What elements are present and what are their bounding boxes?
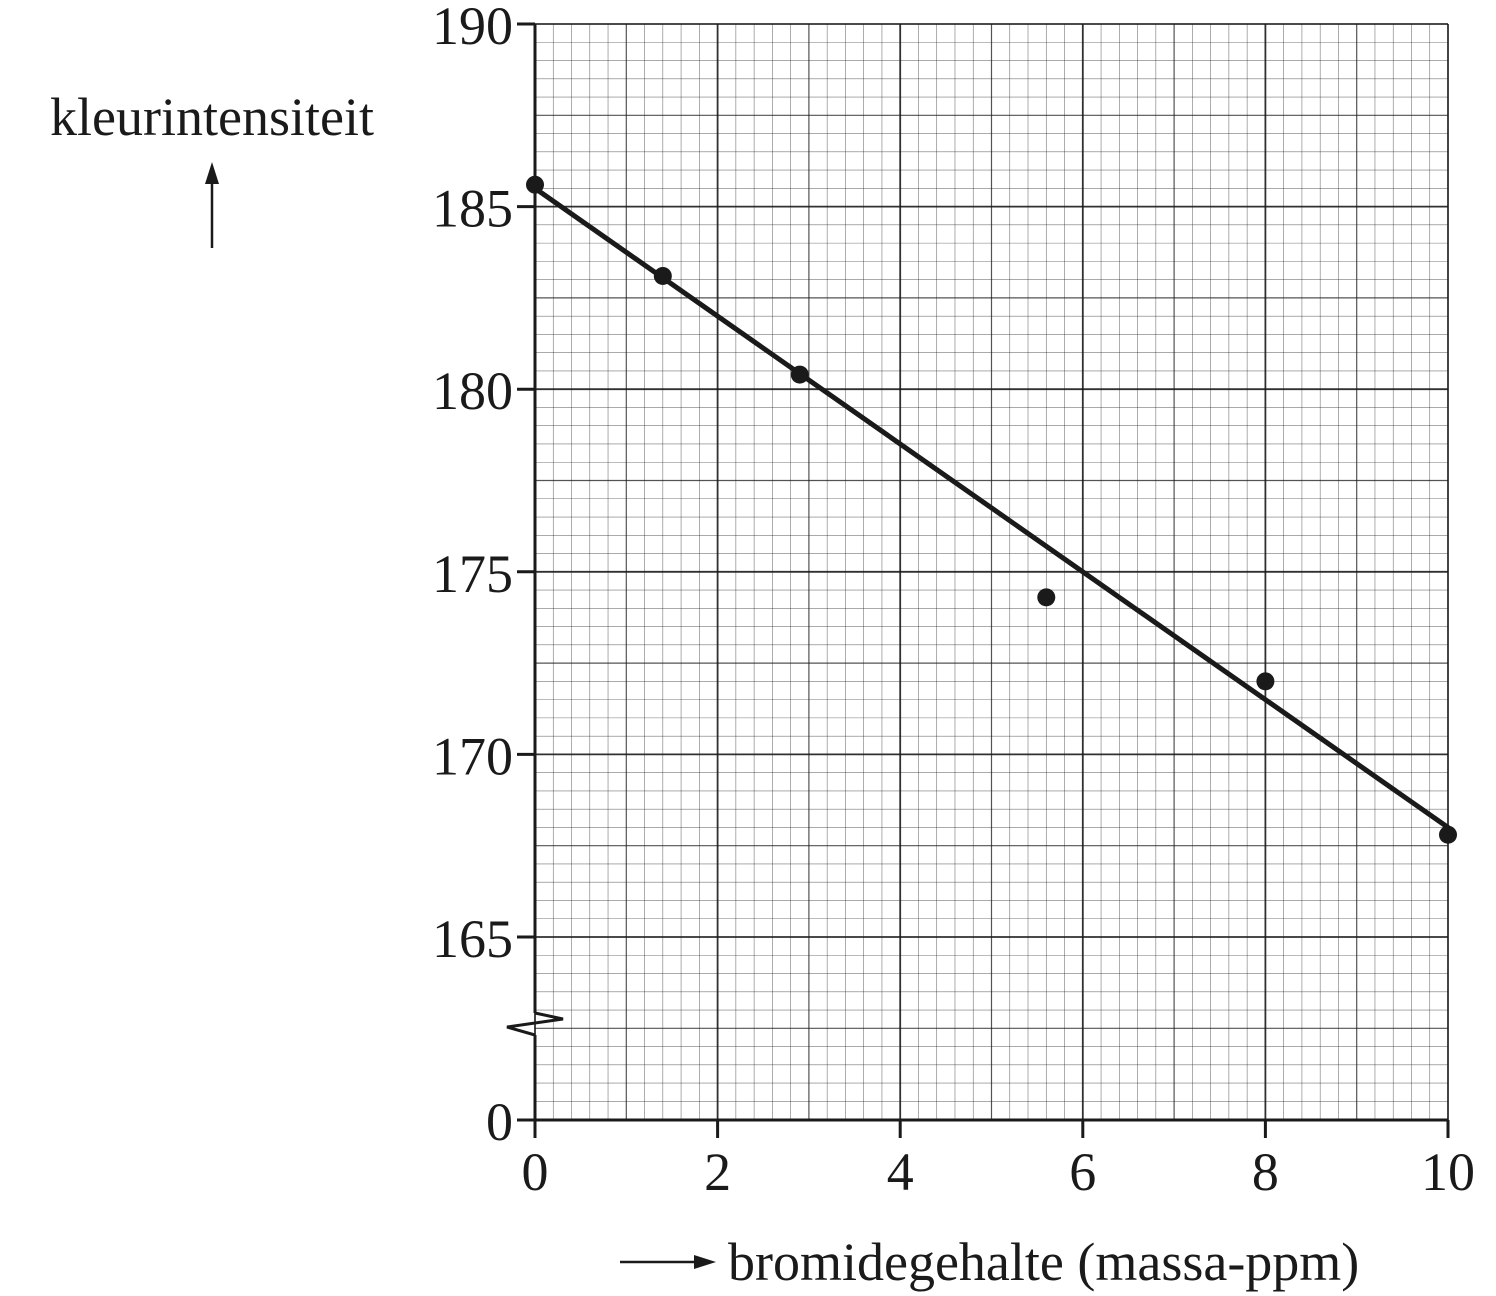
y-tick-labels: 0 165 170 175 180 185 190 — [432, 0, 535, 1152]
data-point — [526, 175, 544, 194]
y-tick-label: 175 — [432, 544, 513, 604]
y-axis-break — [506, 1011, 564, 1037]
y-tick-label: 165 — [432, 909, 513, 969]
x-tick-label: 6 — [1069, 1142, 1096, 1202]
x-tick-labels: 0 2 4 6 8 10 — [522, 1120, 1475, 1202]
data-point — [1256, 672, 1275, 691]
data-point — [1037, 588, 1056, 607]
y-tick-label: 190 — [432, 0, 513, 56]
x-axis-arrow-icon — [620, 1255, 716, 1269]
y-tick-label: 180 — [432, 361, 513, 421]
x-tick-label: 4 — [887, 1142, 914, 1202]
data-point — [1439, 825, 1457, 844]
data-point — [653, 266, 672, 285]
y-tick-label: 0 — [486, 1092, 513, 1152]
x-tick-label: 10 — [1421, 1142, 1475, 1202]
x-tick-label: 0 — [522, 1142, 549, 1202]
data-point — [790, 365, 809, 384]
x-tick-label: 2 — [704, 1142, 731, 1202]
trend-line-group — [532, 185, 1451, 830]
data-points — [526, 175, 1457, 844]
x-tick-label: 8 — [1252, 1142, 1279, 1202]
x-axis-title: bromidegehalte (massa-ppm) — [728, 1232, 1359, 1292]
y-tick-label: 170 — [432, 726, 513, 786]
y-axis-title: kleurintensiteit — [50, 87, 374, 147]
trend-line — [532, 185, 1451, 830]
y-tick-label: 185 — [432, 179, 513, 239]
y-axis-arrow-icon — [205, 162, 219, 248]
chart-grid — [534, 23, 1449, 1121]
